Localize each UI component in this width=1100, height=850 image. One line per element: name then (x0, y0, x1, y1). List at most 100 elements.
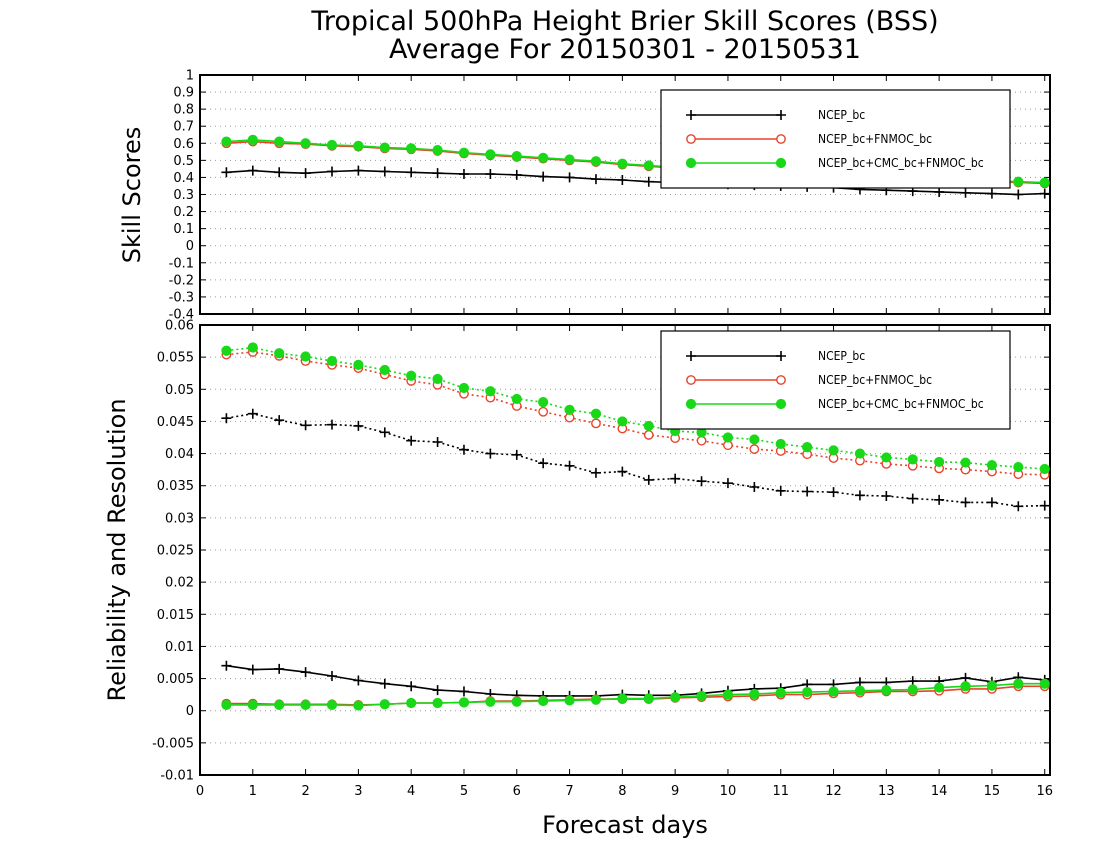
data-point (538, 695, 549, 707)
data-point (643, 693, 654, 704)
data-point (353, 700, 364, 711)
data-point (432, 168, 443, 179)
legend-marker (686, 134, 696, 144)
data-point (590, 408, 602, 419)
data-point (696, 435, 707, 446)
data-point (353, 140, 364, 151)
data-point (802, 442, 813, 453)
data-point (432, 697, 443, 709)
bottom-panel: -0.01 -0.005 0 0.005 0.01 0.015 0.02 0.025 0.03 0… (152, 319, 1053, 800)
data-point (802, 486, 813, 497)
legend-label: NCEP_bc+FNMOC_bc (818, 132, 932, 146)
y-tick-label: -0.005 (152, 736, 194, 751)
data-point (1039, 188, 1050, 199)
data-point (511, 696, 522, 707)
data-point (802, 686, 813, 698)
y-tick-label: 0.05 (165, 383, 194, 398)
data-point (643, 430, 654, 440)
data-point (458, 169, 469, 180)
bottom-series-2 (221, 342, 1050, 475)
data-point (590, 467, 601, 478)
data-point (300, 351, 311, 362)
legend-marker (776, 110, 786, 120)
data-point (1013, 176, 1024, 187)
legend-label: NCEP_bc+CMC_bc+FNMOC_bc (818, 397, 984, 411)
data-point (485, 149, 496, 160)
legend-marker (685, 157, 697, 169)
data-point (353, 420, 364, 431)
y-tick-label: 0.045 (157, 415, 194, 430)
data-point (458, 697, 470, 708)
x-tick-label: 0 (196, 784, 204, 799)
y-tick-label: 0.5 (173, 154, 194, 169)
data-point (643, 160, 654, 171)
data-point (1039, 177, 1050, 188)
legend-label: NCEP_bc+CMC_bc+FNMOC_bc (818, 156, 984, 170)
data-point (934, 682, 945, 693)
data-point (511, 169, 522, 180)
data-point (353, 359, 364, 370)
y-tick-label: 0.025 (157, 544, 194, 559)
data-point (696, 690, 707, 702)
data-point (722, 478, 733, 489)
legend-label: NCEP_bc (818, 349, 865, 363)
data-point (538, 458, 549, 469)
data-point (591, 418, 601, 429)
y-tick-label: 0.06 (165, 319, 194, 334)
data-point (934, 186, 945, 197)
data-point (458, 686, 469, 697)
data-point (274, 167, 285, 178)
x-tick-label: 14 (931, 784, 948, 799)
data-point (854, 490, 865, 501)
data-point (274, 663, 285, 674)
y-tick-label: 0.015 (157, 608, 194, 623)
data-point (326, 419, 337, 430)
data-point (854, 685, 866, 696)
y-tick-label: 0.4 (173, 171, 194, 186)
plot-layer: -0.4 -0.3 -0.2 -0.1 0 0.1 0.2 0.3 0.4 0.5 0.6 0.7 0.… (152, 69, 1053, 800)
data-point (353, 675, 364, 686)
y-tick-label: -0.01 (160, 769, 194, 784)
data-point (538, 152, 549, 163)
data-point (511, 393, 522, 405)
y-tick-label: 0.035 (157, 479, 194, 494)
data-point (1013, 189, 1024, 200)
data-point (670, 692, 681, 703)
data-point (775, 438, 786, 450)
data-point (274, 136, 285, 147)
y-tick-label: 0.03 (165, 511, 194, 526)
legend-marker (686, 375, 696, 385)
data-point (221, 136, 232, 147)
data-point (326, 671, 337, 681)
data-point (300, 138, 311, 149)
x-tick-label: 15 (984, 784, 1001, 799)
data-point (1039, 678, 1050, 689)
x-tick-label: 13 (878, 784, 895, 799)
y-tick-label: 0.3 (173, 188, 194, 203)
data-point (749, 444, 760, 454)
data-point (749, 688, 760, 700)
x-tick-label: 4 (407, 784, 415, 799)
data-point (564, 460, 575, 471)
data-point (986, 188, 997, 199)
legend-label: NCEP_bc+FNMOC_bc (818, 373, 932, 387)
legend-label: NCEP_bc (818, 108, 865, 122)
data-point (406, 143, 417, 154)
data-point (881, 491, 892, 501)
data-point (300, 667, 311, 678)
data-point (617, 174, 628, 185)
x-tick-label: 3 (354, 784, 362, 799)
data-point (432, 145, 443, 156)
data-point (590, 174, 601, 185)
x-tick-label: 16 (1036, 784, 1053, 799)
x-tick-label: 12 (825, 784, 842, 799)
data-point (485, 448, 496, 459)
legend-marker (775, 398, 787, 410)
data-point (300, 168, 311, 179)
x-tick-label: 9 (671, 784, 679, 799)
y-tick-label: 1 (186, 69, 194, 84)
y-tick-label: 0.055 (157, 351, 194, 366)
data-point (828, 686, 839, 697)
data-point (564, 404, 575, 415)
data-point (538, 171, 549, 182)
